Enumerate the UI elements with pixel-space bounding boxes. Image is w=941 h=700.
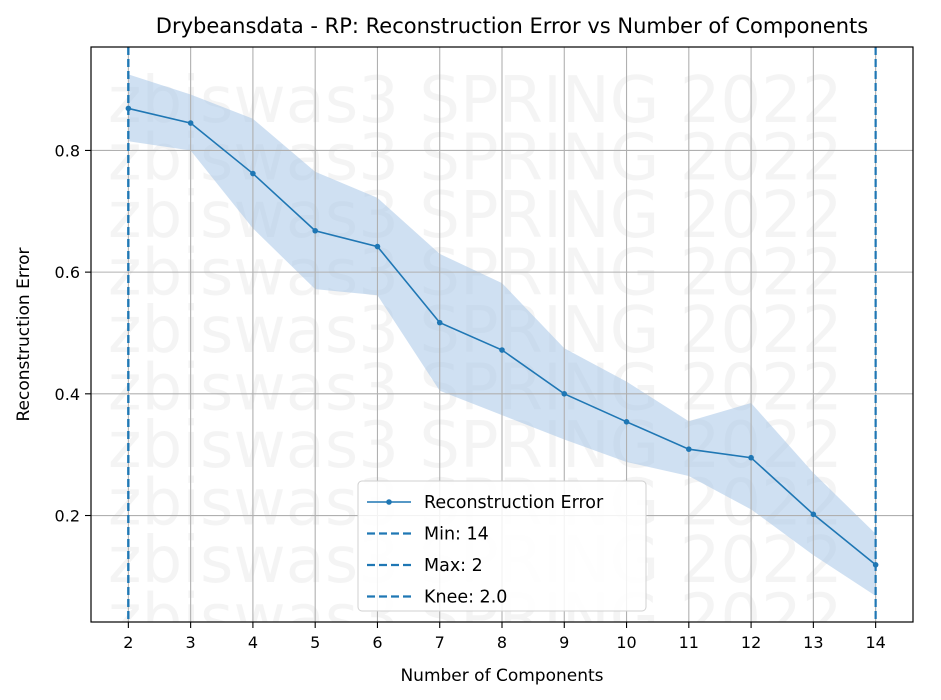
x-tick-label: 13 <box>803 633 823 652</box>
x-tick-label: 7 <box>435 633 445 652</box>
x-tick-label: 8 <box>497 633 507 652</box>
x-tick-label: 6 <box>372 633 382 652</box>
data-point <box>748 454 754 461</box>
legend-label: Max: 2 <box>424 556 483 576</box>
data-point <box>872 562 879 568</box>
data-point <box>623 419 630 425</box>
y-tick-label: 0.2 <box>55 507 80 526</box>
legend: Reconstruction Error Min: 14 Max: 2 Knee: 2… <box>357 480 647 612</box>
legend-marker-swatch <box>386 499 392 505</box>
data-point <box>436 319 443 326</box>
data-point <box>499 347 505 353</box>
x-tick-label: 3 <box>186 633 196 652</box>
legend-label: Reconstruction Error <box>424 493 604 513</box>
data-point <box>312 227 318 234</box>
legend-label: Min: 14 <box>424 525 489 545</box>
series-layer <box>125 105 879 568</box>
x-axis-label: Number of Components <box>400 666 603 686</box>
data-point <box>374 243 381 250</box>
x-tick-label: 10 <box>616 633 636 652</box>
data-point <box>125 105 132 112</box>
x-tick-label: 4 <box>248 633 258 652</box>
y-tick-label: 0.4 <box>55 385 80 404</box>
x-tick-label: 12 <box>741 633 761 652</box>
data-point <box>686 446 692 452</box>
x-axis-ticks: 2 3 4 5 6 7 8 9 10 11 12 13 14 <box>123 622 886 652</box>
legend-box <box>357 480 647 612</box>
chart-title: Drybeansdata - RP: Reconstruction Error … <box>156 14 868 38</box>
x-tick-label: 11 <box>679 633 699 652</box>
data-point <box>561 391 568 397</box>
y-axis-label: Reconstruction Error <box>14 247 34 421</box>
legend-label: Knee: 2.0 <box>424 588 507 608</box>
data-point <box>810 511 817 518</box>
x-tick-label: 5 <box>310 633 320 652</box>
data-point <box>250 170 256 177</box>
y-axis-ticks: 0.2 0.4 0.6 0.8 <box>55 141 91 526</box>
y-tick-label: 0.8 <box>55 141 80 160</box>
x-tick-label: 9 <box>559 633 569 652</box>
data-point <box>187 120 194 126</box>
y-tick-label: 0.6 <box>55 263 80 282</box>
x-tick-label: 2 <box>123 633 133 652</box>
x-tick-label: 14 <box>865 633 885 652</box>
